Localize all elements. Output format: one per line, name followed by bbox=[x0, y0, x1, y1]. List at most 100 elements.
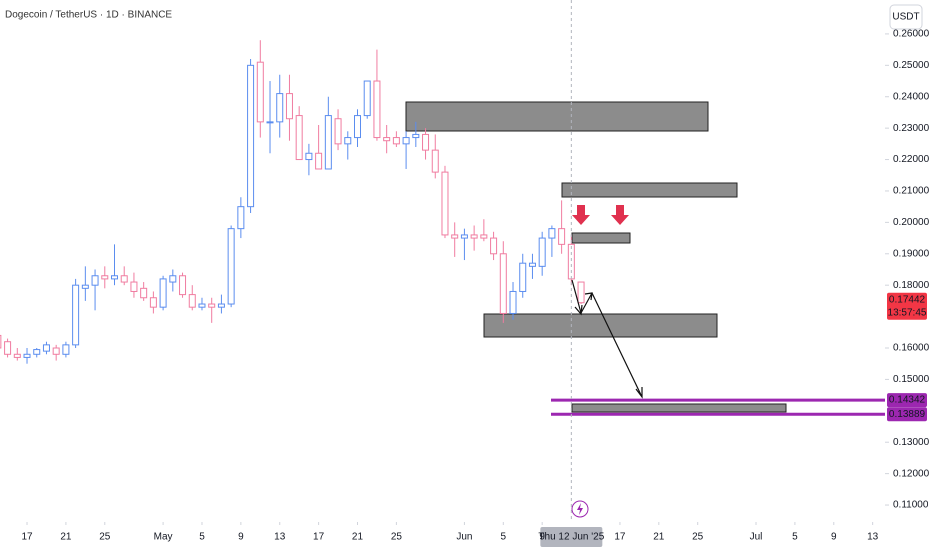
x-tick-label: 17 bbox=[313, 532, 325, 543]
candle-body bbox=[402, 137, 410, 145]
x-tick-label: 21 bbox=[653, 532, 665, 543]
candle-body bbox=[295, 115, 303, 161]
candle-body bbox=[4, 341, 12, 355]
candle-body bbox=[72, 284, 80, 346]
candle-body bbox=[480, 234, 488, 239]
candle-body bbox=[52, 347, 60, 355]
candle-body bbox=[412, 133, 420, 139]
path-arrows bbox=[571, 279, 643, 399]
candle-body bbox=[81, 284, 89, 289]
candle-body bbox=[363, 80, 371, 117]
x-tick-label: Jun bbox=[456, 532, 472, 543]
y-tick-label: 0.15000 bbox=[893, 374, 930, 385]
candle-body bbox=[188, 294, 196, 308]
candle-body bbox=[149, 297, 157, 308]
y-tick-label: 0.20000 bbox=[893, 217, 930, 228]
candle-body bbox=[392, 137, 400, 145]
candle-body bbox=[169, 275, 177, 283]
candle-body bbox=[140, 287, 148, 299]
candle-body bbox=[101, 275, 109, 280]
candles bbox=[0, 40, 585, 364]
x-tick-label: 25 bbox=[692, 532, 704, 543]
candle-body bbox=[499, 253, 507, 314]
candle-body bbox=[256, 61, 264, 123]
candle-body bbox=[266, 121, 274, 124]
candle-body bbox=[538, 237, 546, 267]
candle-body bbox=[519, 262, 527, 292]
candle-body bbox=[276, 93, 284, 123]
down-arrow bbox=[611, 205, 629, 225]
y-tick-label: 0.13000 bbox=[893, 437, 930, 448]
y-tick-label: 0.19000 bbox=[893, 248, 930, 259]
overlay: 0.14342 0.13889 0.17442 13:57:45 Thu 12 Jun … bbox=[538, 0, 927, 547]
candle-body bbox=[451, 234, 459, 239]
arrow bbox=[591, 292, 643, 399]
candle-body bbox=[441, 171, 449, 236]
candle-body bbox=[247, 64, 255, 208]
candle-body bbox=[208, 303, 216, 308]
candle-body bbox=[373, 80, 381, 139]
candle-body bbox=[383, 137, 391, 142]
x-tick-label: 5 bbox=[792, 532, 798, 543]
level-label: 0.13889 bbox=[889, 409, 926, 420]
candle-body bbox=[334, 118, 342, 145]
currency-label: USDT bbox=[892, 12, 919, 23]
currency-button[interactable] bbox=[889, 4, 923, 30]
level-label: 0.14342 bbox=[889, 395, 926, 406]
y-tick-label: 0.16000 bbox=[893, 343, 930, 354]
zone bbox=[483, 313, 718, 338]
zone bbox=[571, 232, 631, 244]
last-price-tag bbox=[887, 292, 927, 320]
x-tick-label: 17 bbox=[614, 532, 626, 543]
x-tick-label: 21 bbox=[352, 532, 364, 543]
x-tick-label: 25 bbox=[391, 532, 403, 543]
x-tick-label: Jul bbox=[750, 532, 763, 543]
level-tag bbox=[887, 393, 927, 408]
x-tick-label: 5 bbox=[501, 532, 507, 543]
candle-body bbox=[33, 349, 41, 355]
down-arrow bbox=[572, 205, 590, 225]
candle-body bbox=[460, 234, 468, 239]
candle-body bbox=[198, 303, 206, 308]
candle-body bbox=[111, 275, 119, 280]
candle-body bbox=[353, 115, 361, 139]
last-price-label: 0.17442 bbox=[889, 294, 926, 305]
x-tick-label: 9 bbox=[238, 532, 244, 543]
candle-body bbox=[0, 334, 2, 349]
x-tick-label: 13 bbox=[867, 532, 879, 543]
x-tick-label: 9 bbox=[539, 532, 545, 543]
x-tick-label: 13 bbox=[274, 532, 286, 543]
red-arrows bbox=[572, 205, 629, 225]
y-tick-label: 0.23000 bbox=[893, 123, 930, 134]
candle-body bbox=[227, 228, 235, 305]
candle-body bbox=[305, 152, 313, 161]
candle-body bbox=[315, 152, 323, 170]
y-tick-label: 0.26000 bbox=[893, 29, 930, 40]
candle-body bbox=[490, 237, 498, 255]
candle-body bbox=[62, 344, 70, 355]
candle-body bbox=[23, 353, 31, 358]
candle-body bbox=[159, 278, 167, 308]
zone bbox=[571, 403, 787, 413]
candle-body bbox=[179, 275, 187, 296]
candle-body bbox=[567, 243, 575, 280]
y-tick-label: 0.24000 bbox=[893, 91, 930, 102]
y-tick-label: 0.21000 bbox=[893, 186, 930, 197]
candle-body bbox=[130, 281, 138, 292]
level-tag bbox=[887, 407, 927, 422]
candle-body bbox=[528, 262, 536, 267]
candle-body bbox=[558, 228, 566, 245]
chart-title: Dogecoin / TetherUS · 1D · BINANCE bbox=[5, 10, 172, 21]
zone bbox=[405, 101, 709, 132]
event-bolt bbox=[577, 503, 583, 515]
candle-body bbox=[509, 290, 517, 314]
zone bbox=[561, 182, 738, 198]
y-tick-label: 0.25000 bbox=[893, 60, 930, 71]
candle-body bbox=[548, 228, 556, 239]
candle-body bbox=[324, 115, 332, 170]
y-tick-label: 0.22000 bbox=[893, 154, 930, 165]
arrow bbox=[571, 279, 583, 316]
x-tick-label: May bbox=[154, 532, 173, 543]
